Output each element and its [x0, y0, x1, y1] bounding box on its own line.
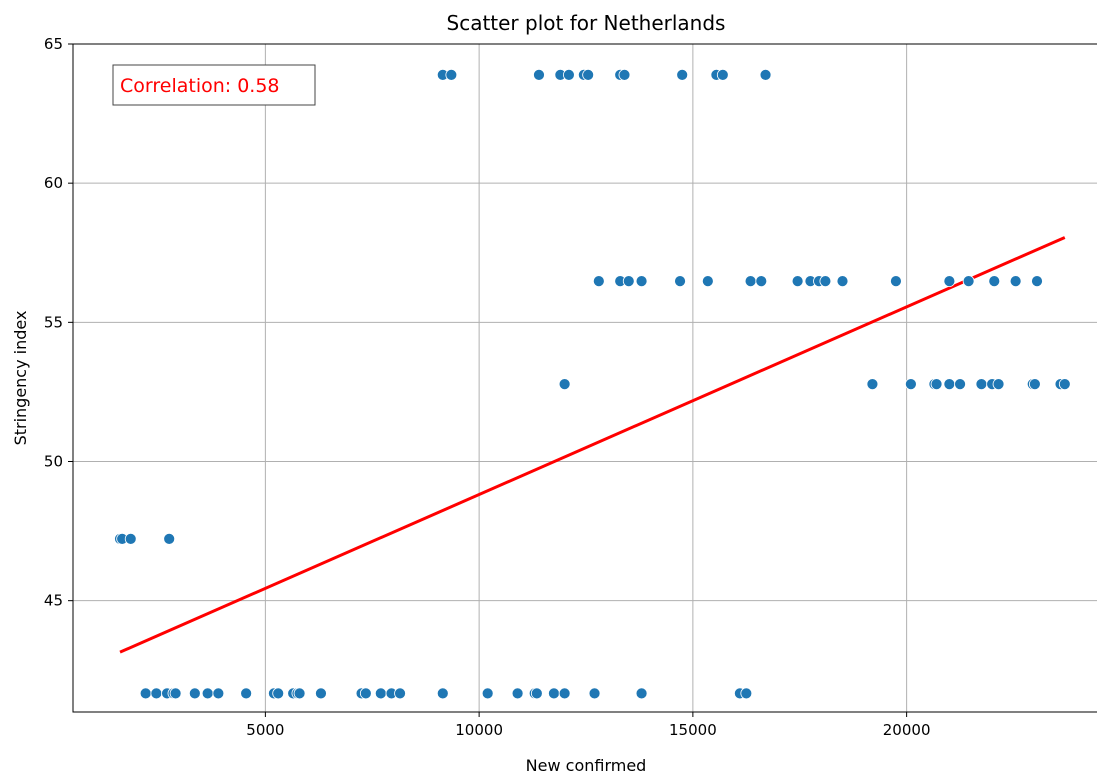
- y-axis-ticks: 45 50 55 60 65: [44, 35, 73, 610]
- y-tick-label: 55: [44, 313, 63, 331]
- x-axis-label: New confirmed: [526, 756, 647, 775]
- correlation-box-frame: [112, 64, 316, 106]
- data-point: [740, 687, 753, 700]
- y-tick-label: 50: [44, 453, 63, 471]
- data-point: [866, 378, 879, 391]
- data-point: [836, 275, 849, 288]
- x-tick-label: 20000: [883, 721, 931, 739]
- data-point: [563, 68, 575, 81]
- y-axis-label: Stringency index: [11, 311, 30, 446]
- data-point: [716, 68, 729, 81]
- y-tick-label: 65: [44, 35, 63, 53]
- data-point: [481, 687, 494, 700]
- data-point: [954, 378, 966, 391]
- data-point: [701, 275, 714, 288]
- data-point: [890, 275, 902, 288]
- data-point: [622, 275, 635, 288]
- data-point: [618, 68, 631, 81]
- data-point: [635, 275, 648, 288]
- data-point: [359, 687, 372, 700]
- data-point: [582, 68, 595, 81]
- y-tick-label: 45: [44, 592, 63, 610]
- data-point: [943, 275, 956, 288]
- x-axis-ticks: 5000 10000 15000 20000: [246, 712, 930, 739]
- data-point: [436, 687, 449, 700]
- data-point: [558, 378, 571, 391]
- data-point: [201, 687, 214, 700]
- data-point: [445, 68, 458, 81]
- data-point: [988, 275, 1001, 288]
- data-point: [1009, 275, 1022, 288]
- data-point: [163, 532, 176, 545]
- data-point: [744, 275, 757, 288]
- data-point: [558, 687, 571, 700]
- data-point: [905, 378, 917, 391]
- data-point: [169, 687, 182, 700]
- data-point: [819, 275, 832, 288]
- data-point: [1031, 275, 1043, 288]
- data-point: [1058, 378, 1071, 391]
- data-point: [791, 275, 804, 288]
- data-point: [530, 687, 543, 700]
- y-tick-label: 60: [44, 174, 63, 192]
- data-point: [1028, 378, 1041, 391]
- x-tick-label: 10000: [455, 721, 503, 739]
- data-point: [124, 532, 137, 545]
- data-point: [676, 68, 689, 81]
- trendline-group: [119, 236, 1066, 654]
- plot-frame: [72, 43, 1097, 713]
- data-point: [592, 275, 605, 288]
- data-point: [975, 378, 988, 391]
- points-group: [114, 68, 1071, 700]
- data-point: [755, 275, 768, 288]
- data-point: [674, 275, 686, 288]
- data-point: [212, 687, 225, 700]
- data-point: [511, 687, 524, 700]
- data-point: [992, 378, 1005, 391]
- x-tick-label: 5000: [246, 721, 284, 739]
- correlation-box: Correlation: 0.58: [112, 64, 316, 106]
- x-tick-label: 15000: [669, 721, 717, 739]
- data-point: [394, 687, 406, 700]
- correlation-text: Correlation: 0.58: [120, 75, 280, 97]
- data-point: [548, 687, 560, 700]
- data-point: [272, 687, 285, 700]
- data-point: [533, 68, 545, 81]
- data-point: [930, 378, 943, 391]
- data-point: [150, 687, 163, 700]
- chart-title: Scatter plot for Netherlands: [447, 11, 726, 35]
- data-point: [374, 687, 387, 700]
- trendline: [119, 236, 1066, 654]
- data-point: [943, 378, 956, 391]
- data-point: [962, 275, 975, 288]
- data-point: [293, 687, 306, 700]
- data-point: [635, 687, 648, 700]
- data-point: [315, 687, 327, 700]
- data-point: [759, 68, 772, 81]
- data-point: [139, 687, 152, 700]
- data-point: [240, 687, 253, 700]
- data-point: [188, 687, 201, 700]
- data-point: [588, 687, 601, 700]
